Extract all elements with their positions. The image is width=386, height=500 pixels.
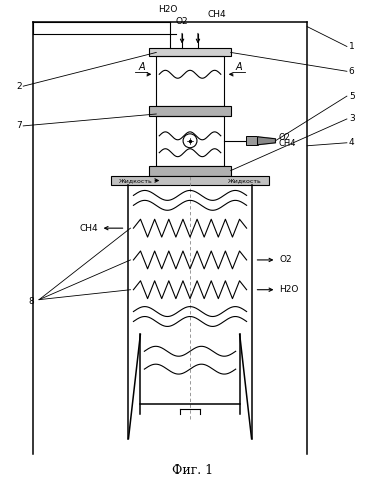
Text: А: А (235, 62, 242, 72)
Text: 6: 6 (349, 67, 355, 76)
Text: Фиг. 1: Фиг. 1 (173, 464, 213, 477)
Text: Н2О: Н2О (159, 4, 178, 14)
Bar (149, 106, 231, 116)
Text: 5: 5 (349, 92, 355, 100)
Text: 3: 3 (349, 114, 355, 124)
Text: 7: 7 (16, 122, 22, 130)
Bar (111, 176, 269, 186)
Polygon shape (257, 137, 275, 145)
Text: Н2О: Н2О (279, 285, 299, 294)
Bar (149, 48, 231, 56)
Text: А: А (138, 62, 145, 72)
Bar (149, 166, 231, 175)
Text: СН4: СН4 (278, 140, 296, 148)
Text: Жидкость: Жидкость (119, 178, 152, 183)
Bar (156, 116, 224, 166)
Text: О2: О2 (279, 256, 292, 264)
Text: 4: 4 (349, 138, 354, 147)
Text: 2: 2 (16, 82, 22, 90)
Text: Жидкость: Жидкость (228, 178, 261, 183)
Text: О2: О2 (176, 16, 188, 26)
Bar (156, 56, 224, 106)
Text: 1: 1 (349, 42, 355, 51)
Bar (245, 136, 257, 145)
Text: О2: О2 (278, 134, 290, 142)
Text: 8: 8 (28, 297, 34, 306)
Text: СН4: СН4 (208, 10, 227, 18)
Text: СН4: СН4 (79, 224, 98, 232)
